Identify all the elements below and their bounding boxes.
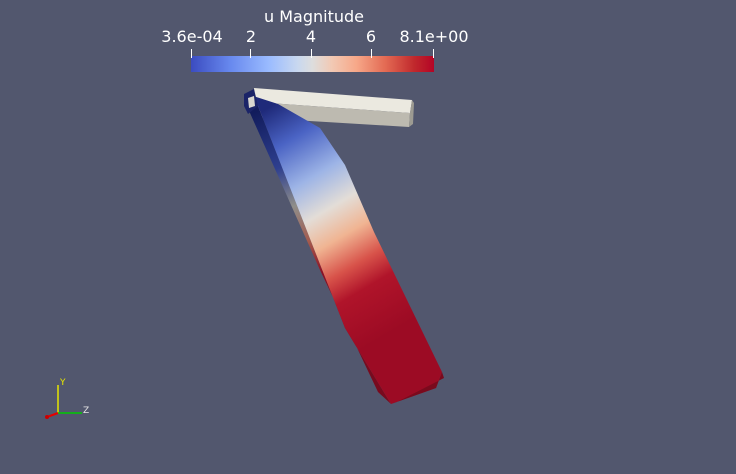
colorbar-title: u Magnitude xyxy=(264,7,364,26)
undeformed-beam-top-face xyxy=(254,88,412,113)
colorbar-gradient xyxy=(191,56,434,72)
colorbar-tick-2 xyxy=(250,49,251,58)
undeformed-beam xyxy=(254,88,414,127)
colorbar-tick-label-max: 8.1e+00 xyxy=(399,27,469,46)
orientation-axes xyxy=(45,385,82,419)
deformed-beam xyxy=(244,89,444,404)
undeformed-beam-end-face xyxy=(409,100,414,127)
y-axis-label: Y xyxy=(60,378,66,388)
colorbar-tick-label-min: 3.6e-04 xyxy=(161,27,223,46)
deformed-beam-tip-face xyxy=(391,372,444,404)
colorbar-tick-label-2: 2 xyxy=(245,27,257,46)
axes-origin xyxy=(45,415,49,419)
colorbar-tick-label-6: 6 xyxy=(365,27,377,46)
undeformed-beam-front-face xyxy=(255,102,410,127)
colorbar-tick-label-4: 4 xyxy=(305,27,317,46)
colorbar-tick-max xyxy=(433,49,434,58)
colorbar-tick-4 xyxy=(311,49,312,58)
deformed-beam-fixed-end-highlight xyxy=(248,96,255,108)
deformed-beam-side-face xyxy=(246,104,391,404)
z-axis-label: Z xyxy=(83,406,90,416)
deformed-beam-front-face xyxy=(250,95,442,404)
colorbar-tick-6 xyxy=(371,49,372,58)
colorbar-tick-min xyxy=(191,49,192,58)
